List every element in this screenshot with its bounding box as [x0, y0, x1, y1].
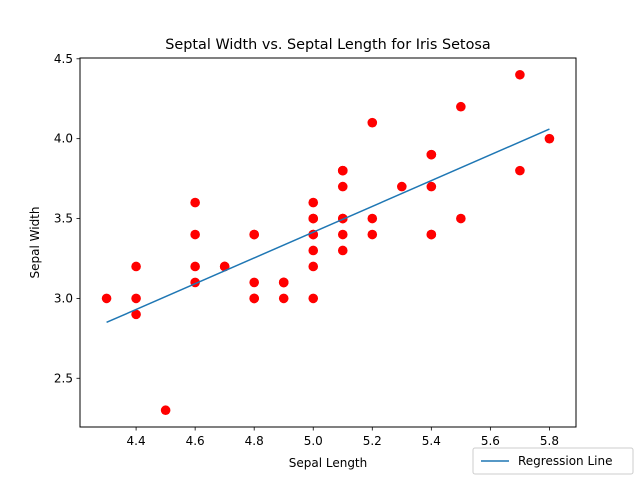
scatter-point: [456, 213, 466, 224]
x-axis: 4.4 4.6 4.8 5.0 5.2 5.4 5.6 5.8: [127, 427, 559, 448]
legend-box: [472, 447, 634, 475]
scatter-point: [131, 309, 141, 320]
plot-area: [101, 69, 555, 416]
scatter-point: [219, 261, 230, 272]
scatter-point: [101, 293, 112, 304]
scatter-point: [249, 229, 259, 240]
y-tick-label: 4.5: [54, 52, 73, 66]
x-tick-label: 5.8: [540, 434, 559, 448]
y-tick-label: 4.0: [54, 132, 73, 146]
scatter-point: [160, 405, 171, 416]
scatter-point: [249, 293, 259, 304]
scatter-point: [308, 245, 319, 256]
scatter-point: [308, 261, 319, 272]
scatter-point: [397, 181, 407, 192]
scatter-point: [515, 165, 525, 176]
legend: Regression Line: [472, 447, 634, 475]
x-tick-label: 5.2: [363, 434, 382, 448]
scatter-point: [515, 69, 525, 80]
scatter-point: [308, 229, 319, 240]
scatter-point: [367, 117, 378, 128]
scatter-point: [367, 229, 378, 240]
scatter-point: [278, 293, 289, 304]
scatter-point: [367, 213, 378, 224]
scatter-point: [131, 293, 141, 304]
y-tick-label: 3.5: [54, 212, 73, 226]
scatter-point: [337, 229, 348, 240]
x-tick-label: 4.6: [186, 434, 205, 448]
scatter-point: [131, 261, 141, 272]
x-tick-label: 4.8: [245, 434, 264, 448]
scatter-point: [337, 181, 348, 192]
y-axis: 2.5 3.0 3.5 4.0 4.5: [54, 52, 80, 385]
x-tick-label: 4.4: [127, 434, 146, 448]
scatter-point: [190, 261, 200, 272]
scatter-point: [308, 213, 319, 224]
x-tick-label: 5.0: [304, 434, 323, 448]
scatter-point: [308, 197, 319, 208]
legend-label-regression-line: Regression Line: [518, 454, 612, 468]
y-tick-label: 3.0: [54, 291, 73, 305]
scatter-point: [426, 149, 437, 160]
scatter-point: [456, 101, 466, 112]
x-tick-label: 5.4: [422, 434, 441, 448]
scatter-point: [278, 277, 289, 288]
regression-line: [106, 128, 550, 324]
scatter-point: [544, 133, 555, 144]
x-axis-label: Sepal Length: [289, 456, 368, 470]
scatter-point: [190, 229, 200, 240]
y-tick-label: 2.5: [54, 371, 73, 385]
scatter-point: [337, 245, 348, 256]
scatter-point: [426, 229, 437, 240]
scatter-point: [426, 181, 437, 192]
scatter-point: [249, 277, 259, 288]
chart-title: Septal Width vs. Septal Length for Iris …: [165, 37, 490, 53]
x-tick-label: 5.6: [481, 434, 500, 448]
plot-frame: [79, 57, 577, 428]
scatter-point: [337, 165, 348, 176]
scatter-point: [308, 293, 319, 304]
scatter-point: [190, 197, 200, 208]
y-axis-label: Sepal Width: [28, 207, 42, 279]
